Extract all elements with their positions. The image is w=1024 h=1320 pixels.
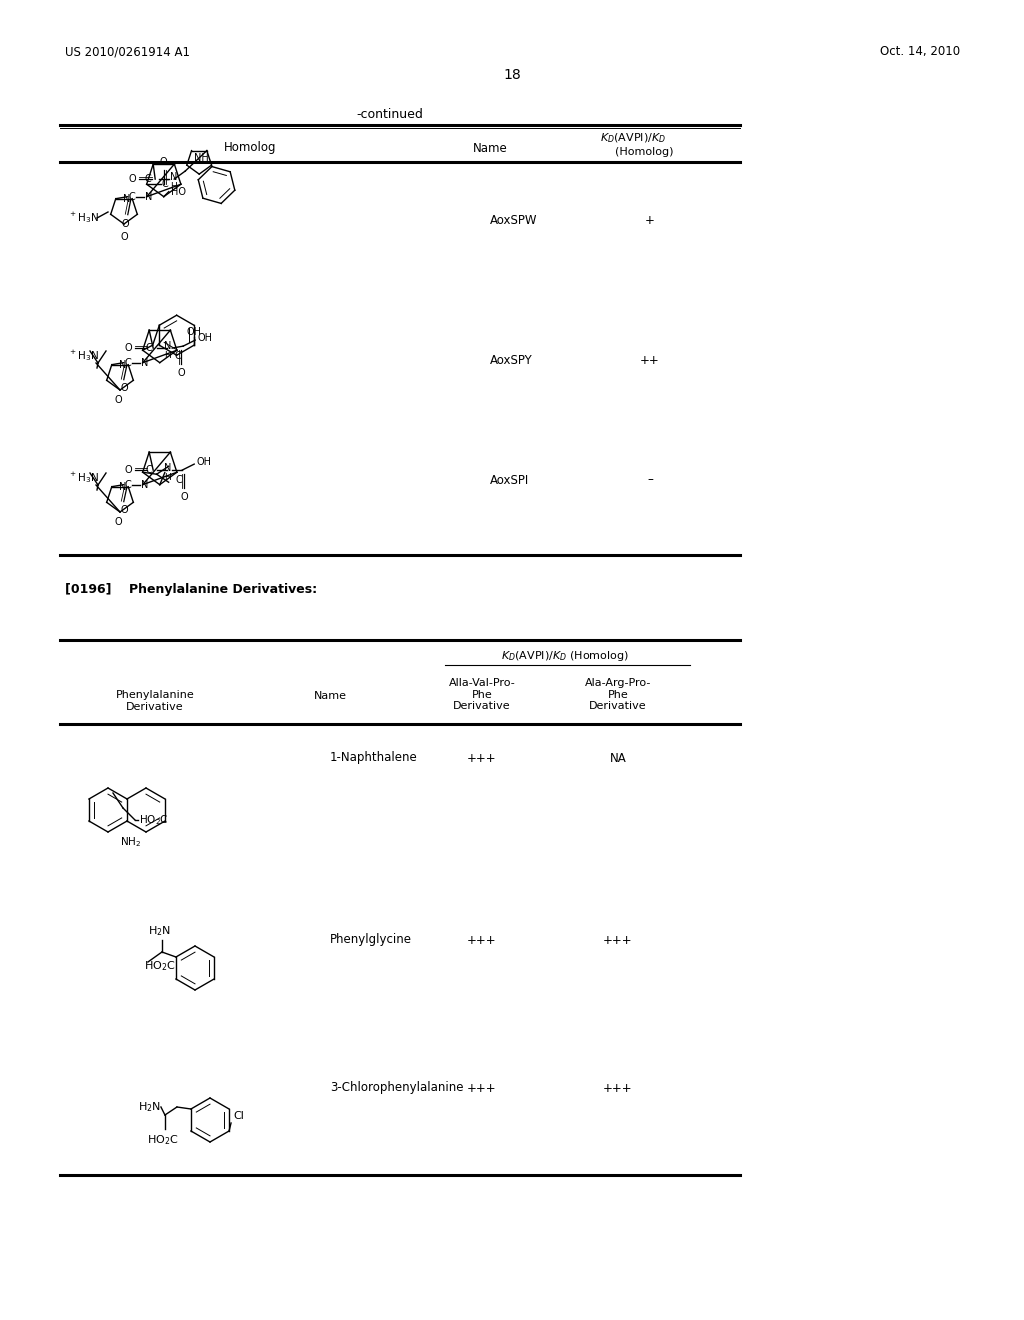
Text: NH: NH	[194, 153, 208, 162]
Text: O: O	[177, 368, 185, 378]
Text: Phenylglycine: Phenylglycine	[330, 933, 412, 946]
Text: Alla-Val-Pro-
Phe
Derivative: Alla-Val-Pro- Phe Derivative	[449, 678, 515, 711]
Text: O: O	[115, 395, 122, 405]
Text: +++: +++	[467, 751, 497, 764]
Text: N: N	[123, 194, 130, 203]
Text: C: C	[125, 479, 131, 490]
Text: HO$_2$C: HO$_2$C	[144, 960, 176, 973]
Text: AoxSPI: AoxSPI	[490, 474, 529, 487]
Text: O: O	[121, 504, 129, 515]
Text: HO: HO	[171, 186, 185, 197]
Text: O: O	[121, 383, 129, 392]
Text: C: C	[174, 351, 181, 362]
Text: 1-Naphthalene: 1-Naphthalene	[330, 751, 418, 764]
Text: 3-Chlorophenylalanine: 3-Chlorophenylalanine	[330, 1081, 464, 1094]
Text: H: H	[164, 351, 171, 359]
Text: $K_D$(AVPI)/$K_D$: $K_D$(AVPI)/$K_D$	[600, 131, 667, 145]
Text: N: N	[164, 463, 171, 473]
Text: (Homolog): (Homolog)	[615, 147, 674, 157]
Text: AoxSPY: AoxSPY	[490, 354, 532, 367]
Text: C: C	[145, 465, 153, 475]
Text: AoxSPW: AoxSPW	[490, 214, 538, 227]
Text: O: O	[120, 232, 128, 242]
Text: Ala-Arg-Pro-
Phe
Derivative: Ala-Arg-Pro- Phe Derivative	[585, 678, 651, 711]
Text: N: N	[170, 172, 177, 182]
Text: Homolog: Homolog	[224, 141, 276, 154]
Text: +++: +++	[467, 933, 497, 946]
Text: 18: 18	[503, 69, 521, 82]
Text: N: N	[144, 191, 153, 202]
Text: OH: OH	[197, 457, 211, 467]
Text: H: H	[164, 473, 171, 482]
Text: O: O	[122, 219, 130, 228]
Text: C: C	[144, 174, 152, 183]
Text: Name: Name	[473, 141, 507, 154]
Text: [0196]    Phenylalanine Derivatives:: [0196] Phenylalanine Derivatives:	[65, 583, 317, 597]
Text: H: H	[170, 182, 177, 190]
Text: N: N	[164, 341, 171, 351]
Text: US 2010/0261914 A1: US 2010/0261914 A1	[65, 45, 190, 58]
Text: O: O	[115, 517, 122, 527]
Text: O: O	[180, 492, 188, 502]
Text: O: O	[160, 157, 168, 168]
Text: NA: NA	[609, 751, 627, 764]
Text: Cl: Cl	[233, 1111, 244, 1121]
Text: $K_D$(AVPI)/$K_D$ (Homolog): $K_D$(AVPI)/$K_D$ (Homolog)	[501, 649, 629, 663]
Text: $^+$H$_3$N: $^+$H$_3$N	[68, 211, 99, 226]
Text: H$_2$N: H$_2$N	[148, 924, 171, 939]
Text: N: N	[140, 479, 148, 490]
Text: N: N	[119, 482, 126, 491]
Text: C: C	[129, 191, 135, 202]
Text: Phenylalanine
Derivative: Phenylalanine Derivative	[116, 690, 195, 711]
Text: +++: +++	[603, 1081, 633, 1094]
Text: $^+$H$_3$N: $^+$H$_3$N	[68, 348, 99, 363]
Text: O: O	[129, 174, 136, 183]
Text: C: C	[125, 358, 131, 368]
Text: C: C	[175, 475, 182, 486]
Text: OH: OH	[186, 327, 202, 337]
Text: +++: +++	[467, 1081, 497, 1094]
Text: H$_2$N: H$_2$N	[138, 1100, 161, 1114]
Text: O: O	[125, 465, 132, 475]
Text: ++: ++	[640, 354, 659, 367]
Text: Name: Name	[313, 690, 346, 701]
Text: C: C	[162, 180, 168, 189]
Text: +: +	[645, 214, 655, 227]
Text: N: N	[140, 358, 148, 368]
Text: C: C	[145, 343, 153, 354]
Text: N: N	[119, 359, 126, 370]
Text: –: –	[647, 474, 653, 487]
Text: HO$_2$C: HO$_2$C	[147, 1133, 179, 1147]
Text: $^+$H$_3$N: $^+$H$_3$N	[68, 470, 99, 486]
Text: -continued: -continued	[356, 108, 424, 121]
Text: O: O	[125, 343, 132, 354]
Text: Oct. 14, 2010: Oct. 14, 2010	[880, 45, 961, 58]
Text: NH$_2$: NH$_2$	[121, 836, 141, 849]
Text: HO$_2$C: HO$_2$C	[139, 813, 169, 826]
Text: OH: OH	[198, 333, 212, 343]
Text: +++: +++	[603, 933, 633, 946]
